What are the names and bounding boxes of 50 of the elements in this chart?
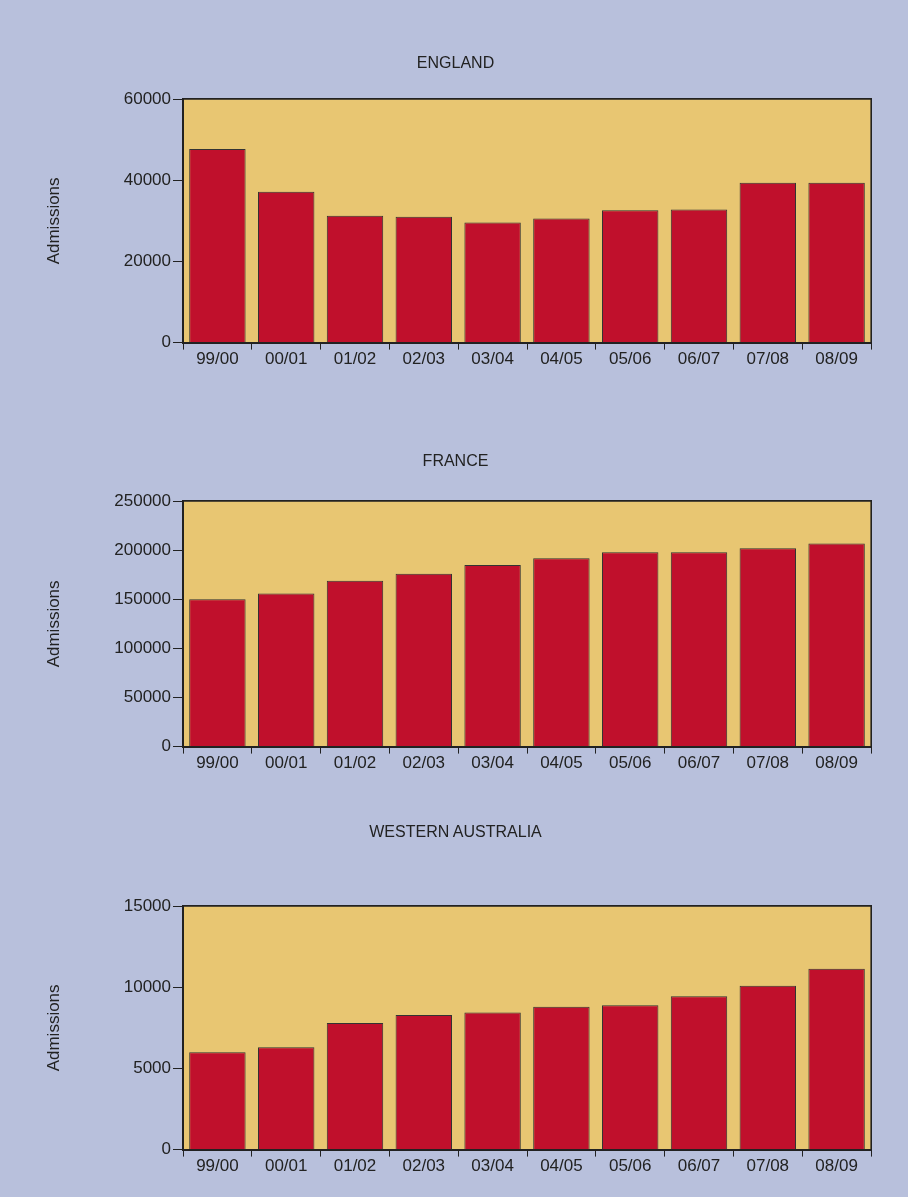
x-tick-label: 08/09 [815,753,858,773]
x-tick-label: 05/06 [608,349,652,369]
x-tick-label: 04/05 [540,1156,583,1176]
x-tick-label: 08/09 [815,1156,858,1176]
x-tick-label: 01/02 [333,349,377,369]
x-tick-label: 05/06 [608,1156,652,1176]
y-tick-label: 0 [161,1139,171,1159]
chart-title: ENGLAND [416,54,495,72]
x-tick-label: 00/01 [264,753,308,773]
x-tick-label: 99/00 [196,1156,239,1176]
x-tick-label: 05/06 [608,753,652,773]
x-tick-label: 99/00 [196,753,239,773]
y-axis-title: Admissions [43,580,63,668]
x-tick-label: 06/07 [677,349,721,369]
y-axis-title: Admissions [43,177,63,265]
y-tick-label: 150000 [114,589,171,609]
x-tick-label: 03/04 [471,349,514,369]
x-tick-label: 07/08 [746,1156,790,1176]
y-tick-label: 50000 [123,687,171,707]
x-tick-label: 04/05 [540,753,583,773]
x-tick-label: 06/07 [677,1156,721,1176]
x-tick-label: 02/03 [402,349,446,369]
y-tick-label: 250000 [114,490,171,510]
y-tick-label: 0 [161,332,171,352]
y-axis-title: Admissions [43,984,63,1072]
x-tick-label: 99/00 [196,349,239,369]
x-tick-label: 04/05 [540,349,583,369]
x-tick-label: 07/08 [746,349,790,369]
x-tick-label: 00/01 [264,1156,308,1176]
x-tick-label: 03/04 [471,753,514,773]
x-tick-label: 02/03 [402,753,446,773]
y-tick-label: 15000 [123,895,171,915]
x-tick-label: 01/02 [333,753,377,773]
y-tick-label: 200000 [114,539,171,559]
y-tick-label: 0 [161,736,171,756]
x-tick-label: 06/07 [677,753,721,773]
x-tick-label: 00/01 [264,349,308,369]
x-tick-label: 02/03 [402,1156,446,1176]
chart-title: WESTERN AUSTRALIA [369,823,543,841]
y-tick-label: 5000 [133,1058,171,1078]
x-tick-label: 03/04 [471,1156,514,1176]
y-tick-label: 60000 [123,88,171,108]
x-tick-label: 01/02 [333,1156,377,1176]
y-tick-label: 10000 [123,977,171,997]
y-tick-label: 20000 [123,251,171,271]
y-tick-label: 100000 [114,638,171,658]
y-tick-label: 40000 [123,170,171,190]
chart-title: FRANCE [422,452,489,470]
x-tick-label: 07/08 [746,753,790,773]
x-tick-label: 08/09 [815,349,858,369]
